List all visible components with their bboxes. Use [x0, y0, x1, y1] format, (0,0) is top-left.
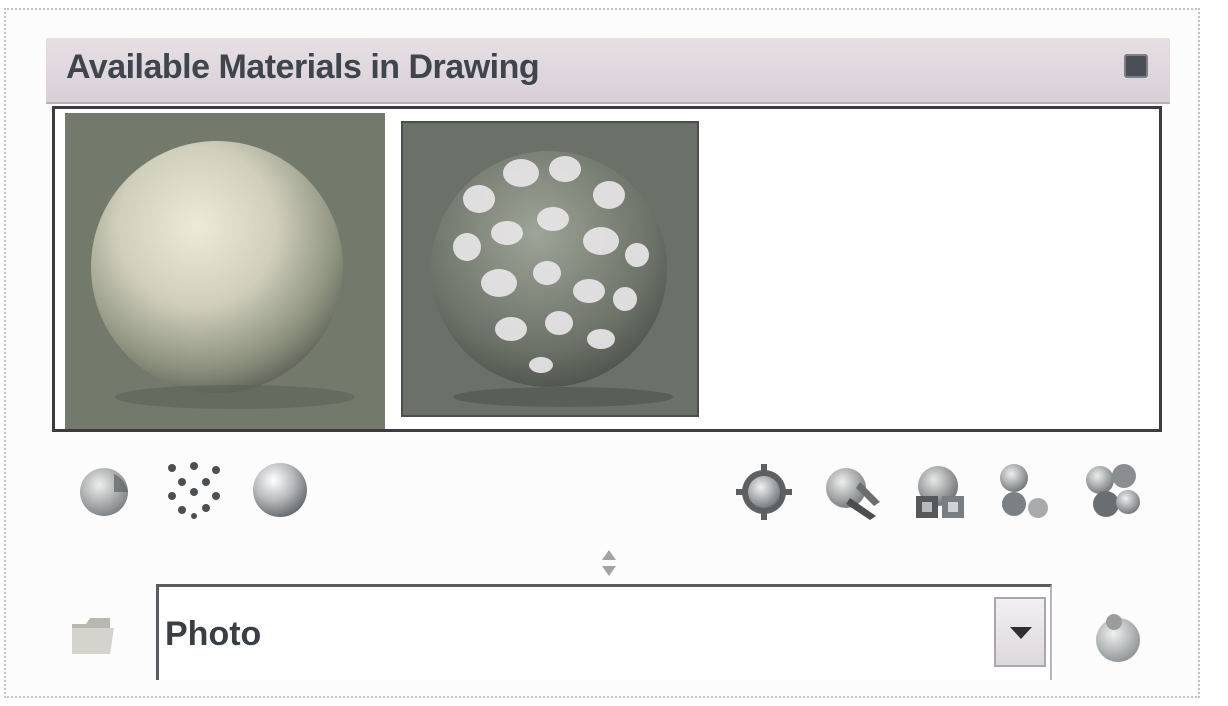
toggle-pattern-button[interactable] [162, 458, 226, 522]
create-material-button[interactable] [732, 458, 796, 522]
library-select-value: Photo [165, 615, 262, 653]
sphere-cluster-icon [1086, 464, 1140, 517]
matte-sphere-preview-icon [65, 113, 385, 429]
sphere-stack-icon [916, 466, 964, 518]
dots-pattern-icon [168, 462, 220, 519]
material-swatch-area [52, 106, 1162, 432]
sphere-icon [80, 468, 128, 516]
glossy-sphere-icon [253, 463, 307, 517]
splitter-grip-icon[interactable] [594, 546, 624, 580]
sphere-gear-icon [736, 464, 792, 520]
materials-panel: Available Materials in Drawing [46, 38, 1170, 680]
remove-material-button[interactable] [992, 458, 1056, 522]
library-select[interactable]: Photo [156, 584, 1052, 680]
purge-materials-button[interactable] [1080, 458, 1144, 522]
sphere-remove-icon [1000, 464, 1048, 518]
material-swatch-2[interactable] [401, 121, 699, 417]
toggle-display-button[interactable] [74, 458, 138, 522]
chevron-down-icon[interactable] [994, 597, 1046, 667]
folder-icon[interactable] [66, 608, 120, 662]
library-row: Photo [46, 578, 1170, 680]
swatch-background-button[interactable] [248, 458, 312, 522]
apply-material-button[interactable] [820, 458, 884, 522]
sphere-add-icon[interactable] [1088, 608, 1148, 668]
spotted-sphere-preview-icon [403, 123, 697, 415]
material-swatch-1[interactable] [65, 113, 385, 429]
materials-toolbar [46, 458, 1170, 528]
sphere-brush-icon [826, 468, 880, 520]
panel-title-bar: Available Materials in Drawing [46, 38, 1170, 104]
panel-title: Available Materials in Drawing [66, 48, 540, 86]
panel-menu-button[interactable] [1124, 54, 1148, 78]
apply-to-objects-button[interactable] [908, 458, 972, 522]
